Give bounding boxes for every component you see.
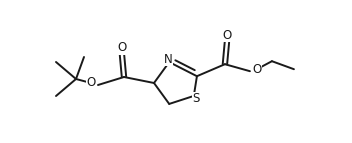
Text: O: O xyxy=(86,77,96,90)
Text: O: O xyxy=(117,41,127,54)
Text: S: S xyxy=(192,92,200,105)
Text: N: N xyxy=(164,53,172,66)
Text: O: O xyxy=(222,29,232,42)
Text: O: O xyxy=(252,63,262,76)
